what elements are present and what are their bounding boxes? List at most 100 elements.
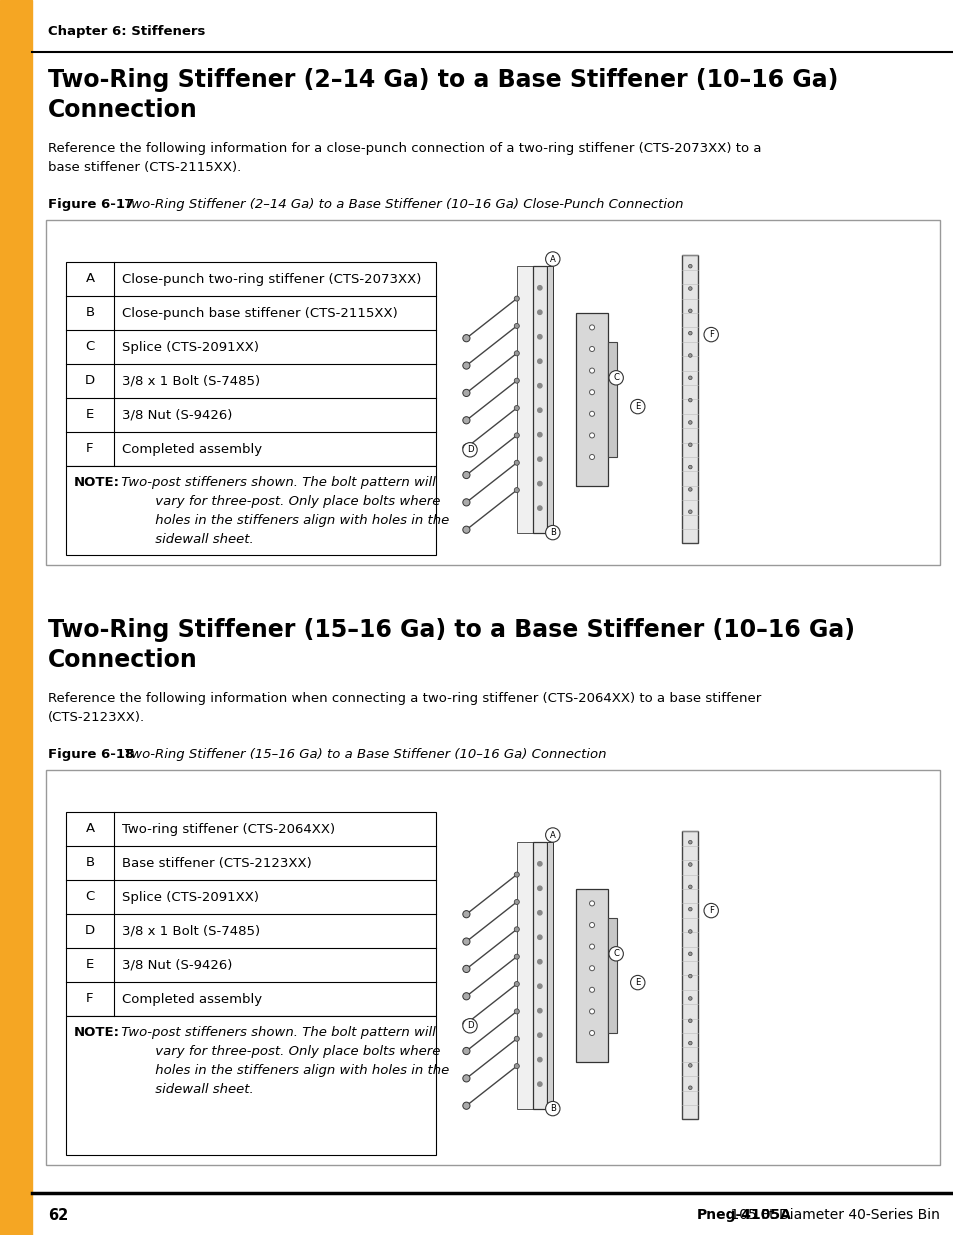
Text: F: F [86,442,93,456]
Circle shape [545,252,559,267]
Circle shape [589,900,594,906]
Text: Two-Ring Stiffener (2–14 Ga) to a Base Stiffener (10–16 Ga) Close-Punch Connecti: Two-Ring Stiffener (2–14 Ga) to a Base S… [120,198,682,211]
Bar [66,262,436,466]
Circle shape [537,935,541,940]
Circle shape [688,1019,691,1023]
Text: C: C [85,341,94,353]
Circle shape [514,1009,518,1014]
Circle shape [608,370,622,385]
Text: A: A [549,254,556,263]
Bar [681,831,698,1119]
Circle shape [514,872,518,877]
Text: NOTE:: NOTE: [74,1026,120,1039]
Text: Connection: Connection [48,98,197,122]
Circle shape [537,310,541,315]
Circle shape [688,353,691,357]
Circle shape [589,987,594,992]
Circle shape [537,1032,541,1037]
Circle shape [688,908,691,911]
Circle shape [462,472,470,479]
Circle shape [537,910,541,915]
Circle shape [688,443,691,447]
Text: 3/8 x 1 Bolt (S-7485): 3/8 x 1 Bolt (S-7485) [122,374,260,388]
Circle shape [537,862,541,866]
Text: F: F [86,993,93,1005]
Circle shape [462,335,470,342]
Text: D: D [85,374,95,388]
Circle shape [537,984,541,988]
Circle shape [537,1009,541,1013]
Circle shape [537,359,541,363]
Text: Reference the following information for a close-punch connection of a two-ring s: Reference the following information for … [48,142,760,173]
Circle shape [537,457,541,462]
Text: Two-Ring Stiffener (15–16 Ga) to a Base Stiffener (10–16 Ga) Connection: Two-Ring Stiffener (15–16 Ga) to a Base … [120,748,606,761]
Circle shape [589,433,594,438]
Circle shape [589,1030,594,1035]
Circle shape [462,910,470,918]
Circle shape [514,982,518,987]
Circle shape [514,955,518,960]
Text: B: B [549,529,556,537]
Bar [66,466,436,555]
Circle shape [688,421,691,425]
Text: Reference the following information when connecting a two-ring stiffener (CTS-20: Reference the following information when… [48,692,760,724]
Circle shape [589,347,594,352]
Circle shape [589,454,594,459]
Text: Two-post stiffeners shown. The bolt pattern will
         vary for three-post. O: Two-post stiffeners shown. The bolt patt… [117,1026,449,1095]
Text: E: E [86,958,94,972]
Circle shape [462,1047,470,1055]
Text: 3/8 x 1 Bolt (S-7485): 3/8 x 1 Bolt (S-7485) [122,925,260,937]
Text: B: B [549,1104,556,1113]
Text: D: D [85,925,95,937]
Text: Completed assembly: Completed assembly [122,993,262,1005]
Circle shape [462,993,470,1000]
Circle shape [688,997,691,1000]
Circle shape [589,923,594,927]
Bar [66,1016,436,1155]
Bar [0,0,32,1235]
Circle shape [514,378,518,383]
Circle shape [688,952,691,956]
Circle shape [462,1019,476,1032]
Circle shape [630,976,644,989]
Bar [608,918,617,1032]
Circle shape [630,399,644,414]
Text: NOTE:: NOTE: [74,475,120,489]
Text: Figure 6-18: Figure 6-18 [48,748,134,761]
Circle shape [703,903,718,918]
Circle shape [688,331,691,335]
Bar [532,267,546,532]
Text: B: B [86,306,94,320]
Circle shape [462,937,470,945]
Circle shape [688,974,691,978]
Text: A: A [86,823,94,836]
Circle shape [589,325,594,330]
Bar [46,220,939,564]
Text: E: E [635,403,639,411]
Bar [66,811,436,1016]
Circle shape [589,411,594,416]
Circle shape [688,1086,691,1089]
Circle shape [462,389,470,396]
Text: 105 Ft Diameter 40-Series Bin: 105 Ft Diameter 40-Series Bin [725,1208,939,1221]
Bar [608,342,617,457]
Circle shape [514,461,518,466]
Circle shape [462,1102,470,1109]
Circle shape [688,863,691,866]
Text: A: A [549,830,556,840]
Circle shape [688,399,691,401]
Text: Chapter 6: Stiffeners: Chapter 6: Stiffeners [48,26,205,38]
Circle shape [589,966,594,971]
Text: Connection: Connection [48,648,197,672]
Text: Two-Ring Stiffener (2–14 Ga) to a Base Stiffener (10–16 Ga): Two-Ring Stiffener (2–14 Ga) to a Base S… [48,68,838,91]
Circle shape [688,287,691,290]
Text: F: F [708,906,713,915]
Bar [517,842,532,1109]
Circle shape [589,1009,594,1014]
Text: Figure 6-17: Figure 6-17 [48,198,134,211]
Circle shape [688,264,691,268]
Circle shape [688,375,691,379]
Circle shape [608,946,622,961]
Circle shape [688,1041,691,1045]
Text: D: D [466,1021,473,1030]
